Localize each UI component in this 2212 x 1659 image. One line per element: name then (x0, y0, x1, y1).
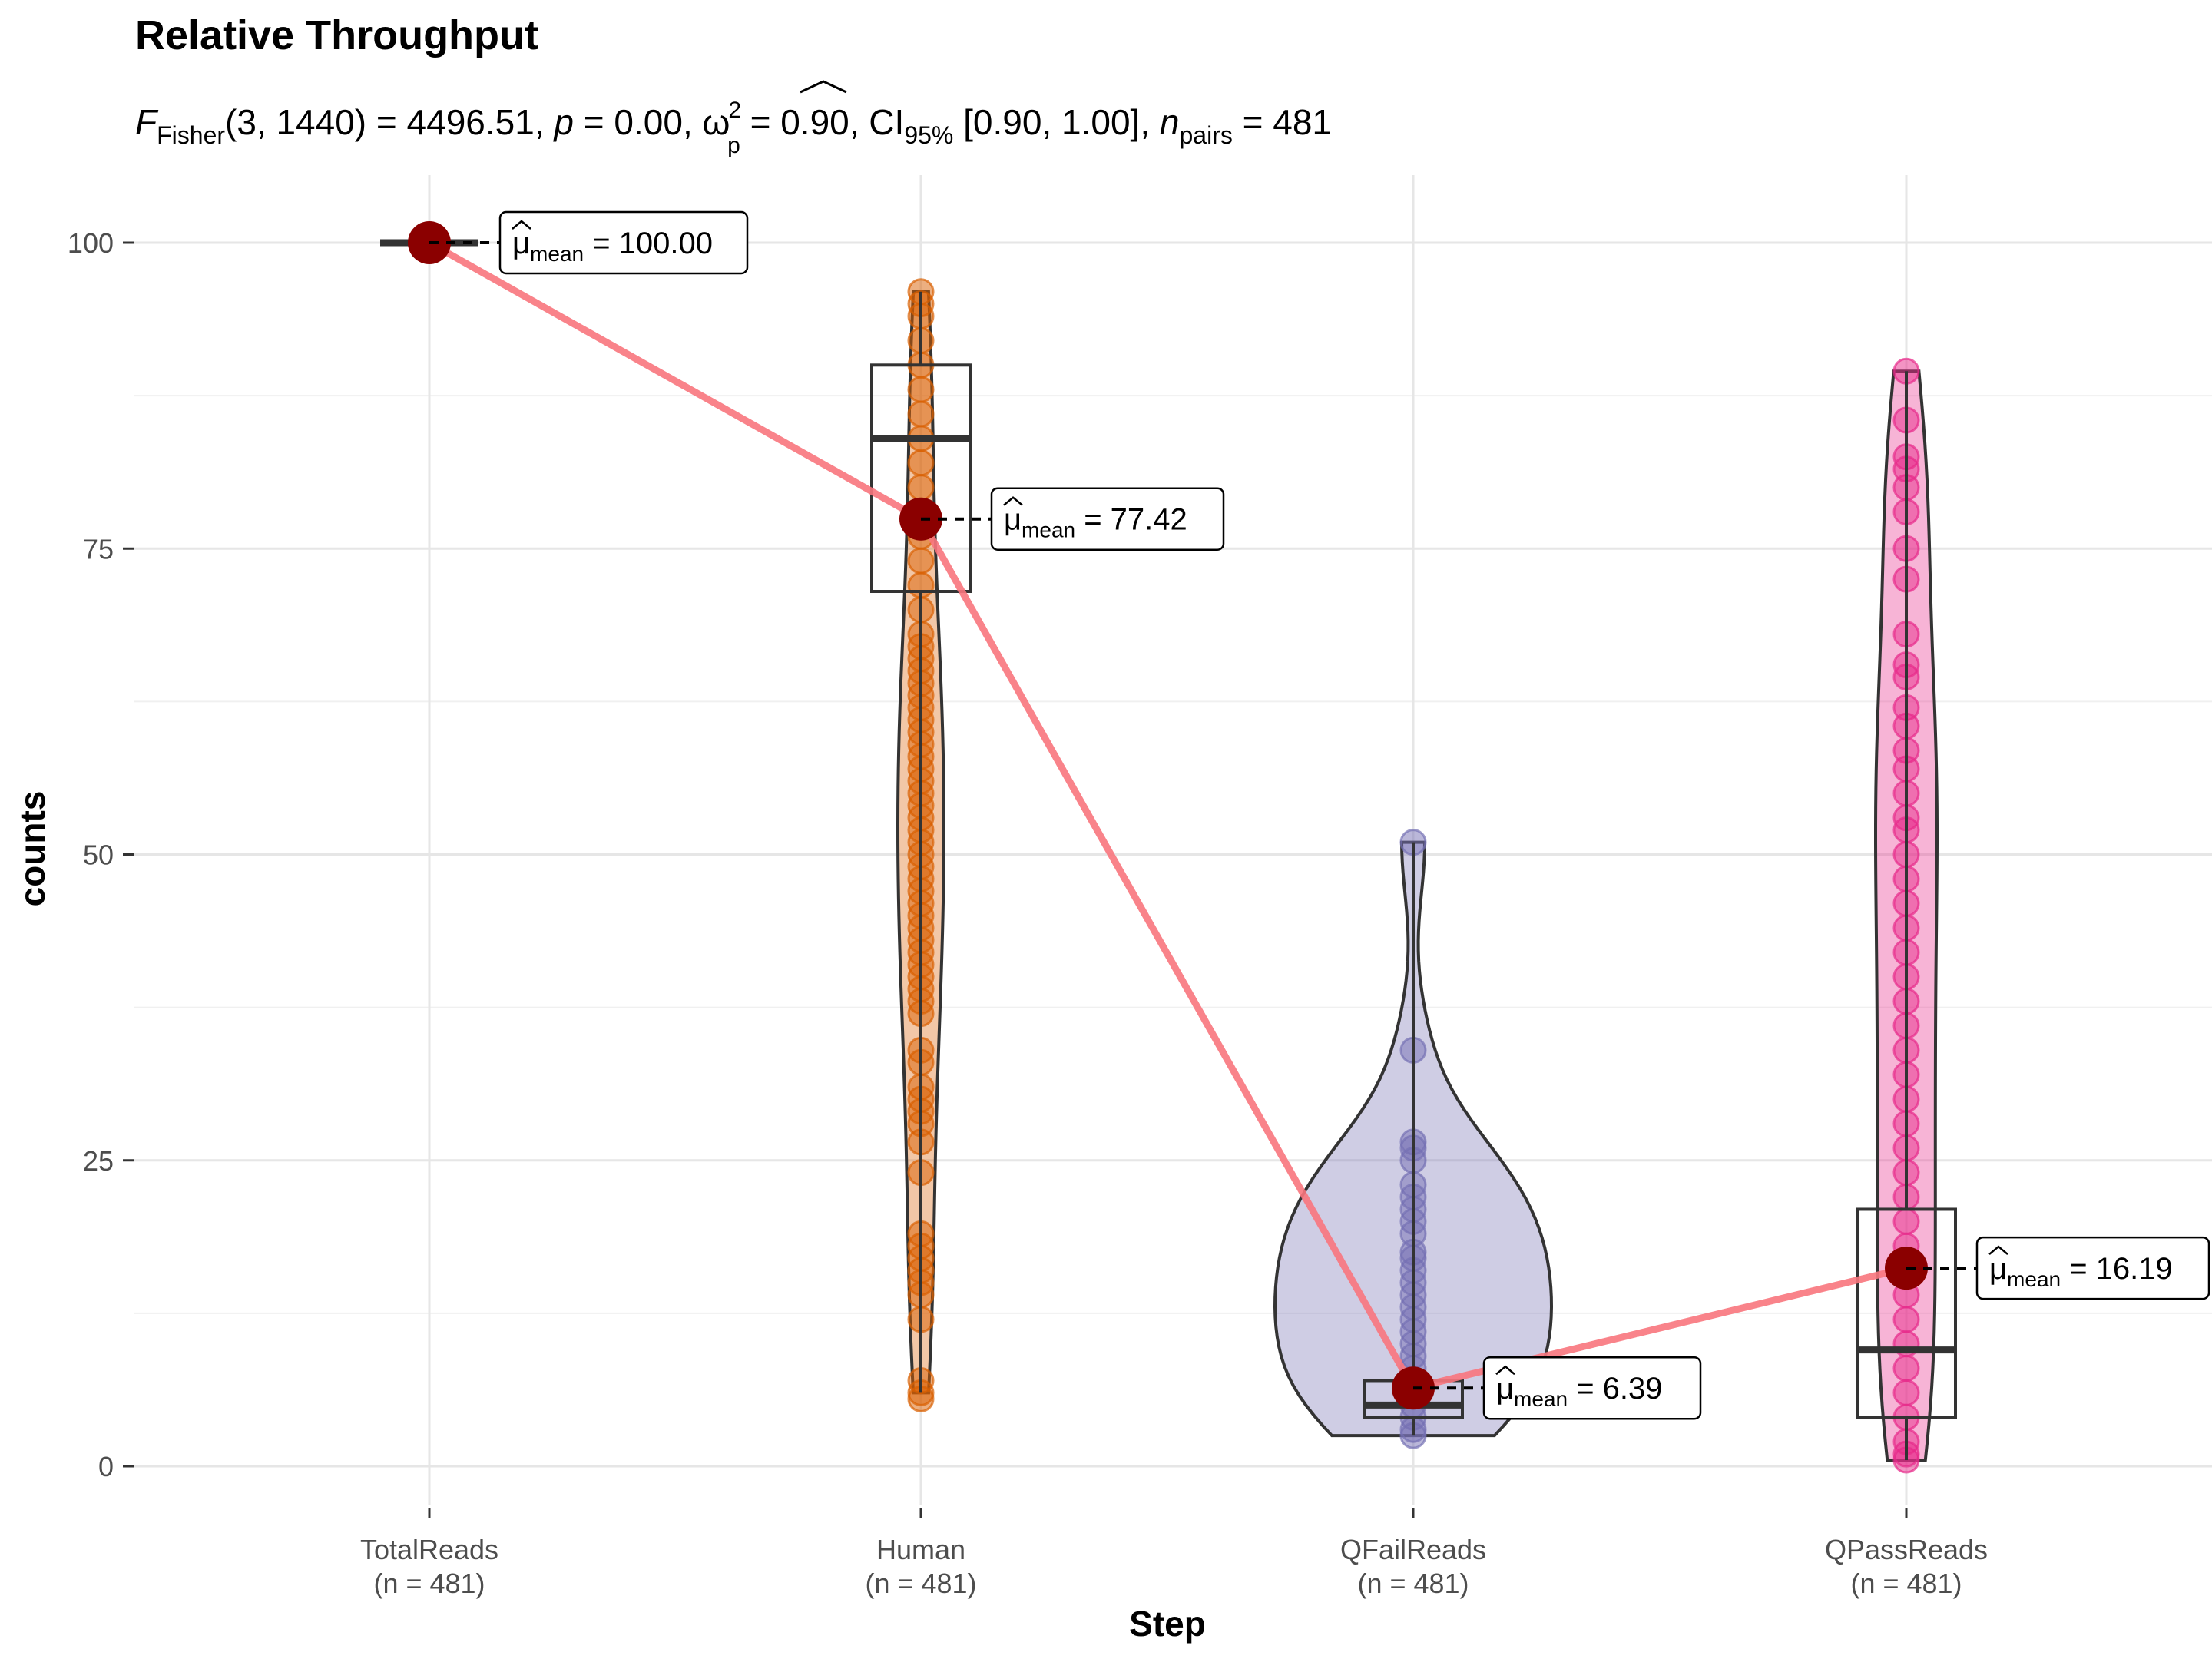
mean-label-value: = 16.19 (2061, 1252, 2173, 1286)
mean-label-value: = 100.00 (584, 227, 713, 260)
box-body (870, 363, 972, 594)
subtitle-f: F (135, 102, 159, 142)
data-point (907, 449, 935, 477)
data-point (907, 400, 935, 428)
subtitle-n-sub: pairs (1179, 121, 1232, 149)
x-tick-label: QFailReads (1340, 1534, 1486, 1565)
subtitle-f-sub: Fisher (157, 121, 225, 149)
mean-label-value: = 6.39 (1568, 1372, 1662, 1406)
y-tick-label: 100 (68, 227, 114, 259)
y-tick-label: 25 (83, 1145, 114, 1177)
mean-label-mu: μ (1989, 1252, 2007, 1286)
mean-label-box (1482, 1356, 1702, 1420)
subtitle-omega-sup: 2 (728, 98, 741, 123)
y-tick-label: 0 (98, 1451, 114, 1482)
chart-subtitle: FFisher(3, 1440) = 4496.51, p = 0.00, ω2… (135, 98, 1332, 158)
x-tick-count-label: (n = 481) (865, 1568, 976, 1599)
data-point (907, 376, 935, 403)
x-axis-title: Step (1129, 1604, 1206, 1644)
mean-label-sub: mean (1022, 518, 1075, 542)
mean-label-mu: μ (1004, 503, 1022, 537)
data-point (1892, 1306, 1920, 1333)
mean-label-value: = 77.42 (1075, 503, 1187, 537)
data-point (1892, 1355, 1920, 1382)
mean-label-text: μmean = 100.00 (512, 227, 713, 266)
y-axis-title: counts (12, 791, 52, 907)
x-tick-count-label: (n = 481) (1357, 1568, 1469, 1599)
mean-label-hat (1495, 1365, 1515, 1376)
mean-label-hat (1988, 1245, 2008, 1256)
data-point (1892, 1379, 1920, 1406)
x-tick-count-label: (n = 481) (1850, 1568, 1962, 1599)
mean-label-box (498, 210, 749, 275)
subtitle-stat: (3, 1440) = 4496.51, (225, 102, 554, 142)
data-point (1892, 1207, 1920, 1235)
y-tick-label: 75 (83, 533, 114, 565)
omega-hat (800, 80, 847, 94)
x-tick-label: QPassReads (1825, 1534, 1988, 1565)
mean-label-sub: mean (530, 242, 584, 266)
x-tick-label: TotalReads (360, 1534, 498, 1565)
mean-line (408, 221, 1928, 1410)
subtitle-p: p (552, 102, 574, 142)
subtitle-n: n (1160, 102, 1180, 142)
mean-label-mu: μ (512, 227, 530, 260)
mean-label-mu: μ (1496, 1372, 1514, 1406)
y-tick-label: 50 (83, 839, 114, 871)
subtitle-p-val: = 0.00, (574, 102, 703, 142)
subtitle-ci-sub: 95% (904, 121, 953, 149)
mean-label-box (990, 487, 1225, 551)
mean-label-hat (1003, 496, 1023, 506)
subtitle-ci-val: [0.90, 1.00], (953, 102, 1160, 142)
mean-label-text: μmean = 6.39 (1496, 1372, 1663, 1411)
mean-label-sub: mean (1514, 1387, 1568, 1411)
mean-label-box (1975, 1236, 2210, 1300)
x-tick-label: Human (876, 1534, 965, 1565)
subtitle-omega: ω (703, 102, 730, 142)
data-point (907, 474, 935, 502)
x-tick-count-label: (n = 481) (373, 1568, 485, 1599)
subtitle-n-val: = 481 (1233, 102, 1332, 142)
mean-connecting-line (427, 240, 1908, 1392)
data-point (907, 547, 935, 575)
mean-label-text: μmean = 16.19 (1989, 1252, 2173, 1291)
mean-label-hat (512, 220, 531, 230)
subtitle-omega-val: = 0.90, CI (740, 102, 905, 142)
chart-title: Relative Throughput (135, 12, 538, 58)
mean-label-sub: mean (2007, 1267, 2061, 1291)
box-body (1856, 1207, 1957, 1419)
boxplots (380, 239, 1957, 1461)
subtitle-omega-sub: p (727, 133, 740, 158)
mean-label-text: μmean = 77.42 (1004, 503, 1187, 542)
